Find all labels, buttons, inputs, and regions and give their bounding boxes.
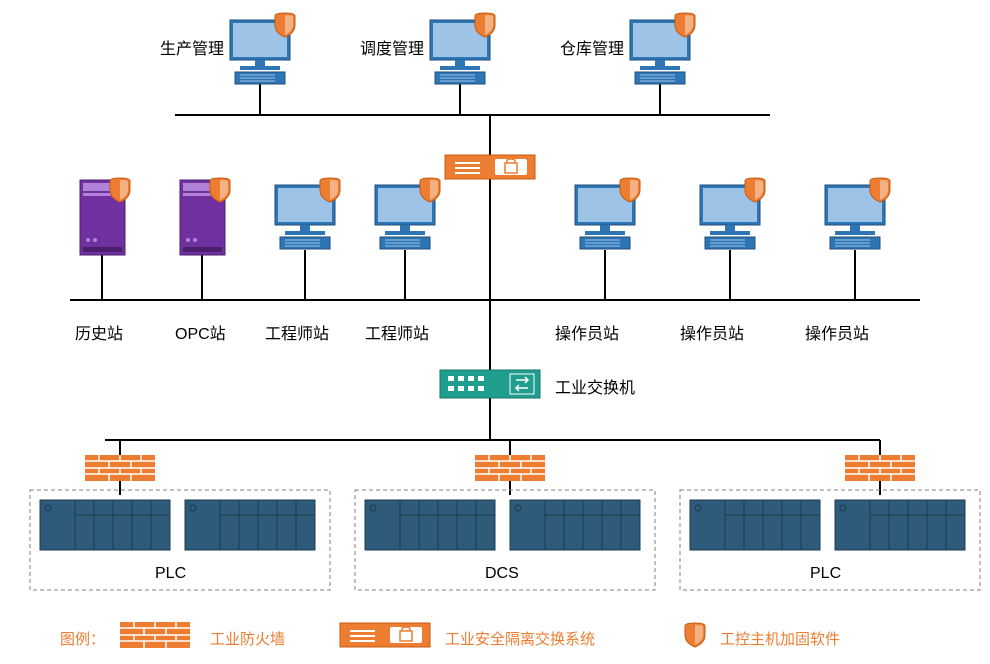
- legend-item-1: 工业安全隔离交换系统: [445, 628, 595, 649]
- legend-prefix: 图例：: [60, 628, 105, 649]
- legend-item-2: 工控主机加固软件: [720, 628, 840, 649]
- row2-label-1: OPC站: [175, 320, 226, 344]
- switch-icon: [440, 370, 540, 398]
- firewalls: [85, 455, 915, 481]
- switch-label: 工业交换机: [555, 374, 635, 398]
- row2-label-4: 操作员站: [555, 320, 619, 344]
- ctrl-label-1: DCS: [485, 565, 519, 583]
- legend-item-0: 工业防火墙: [210, 628, 285, 649]
- row2-computers: [275, 178, 890, 249]
- ctrl-label-0: PLC: [155, 565, 186, 583]
- legend-icons: [120, 622, 705, 648]
- gateway-icon: [445, 155, 535, 179]
- row2-label-5: 操作员站: [680, 320, 744, 344]
- row1-label-0: 生产管理: [160, 35, 224, 59]
- row1-label-1: 调度管理: [360, 35, 424, 59]
- row1-label-2: 仓库管理: [560, 35, 624, 59]
- network-lines: [70, 84, 920, 495]
- row2-label-0: 历史站: [75, 320, 123, 344]
- row2-label-3: 工程师站: [365, 320, 429, 344]
- row2-label-2: 工程师站: [265, 320, 329, 344]
- row1-computers: [230, 13, 695, 84]
- ctrl-label-2: PLC: [810, 565, 841, 583]
- row2-label-6: 操作员站: [805, 320, 869, 344]
- row2-servers: [80, 178, 230, 255]
